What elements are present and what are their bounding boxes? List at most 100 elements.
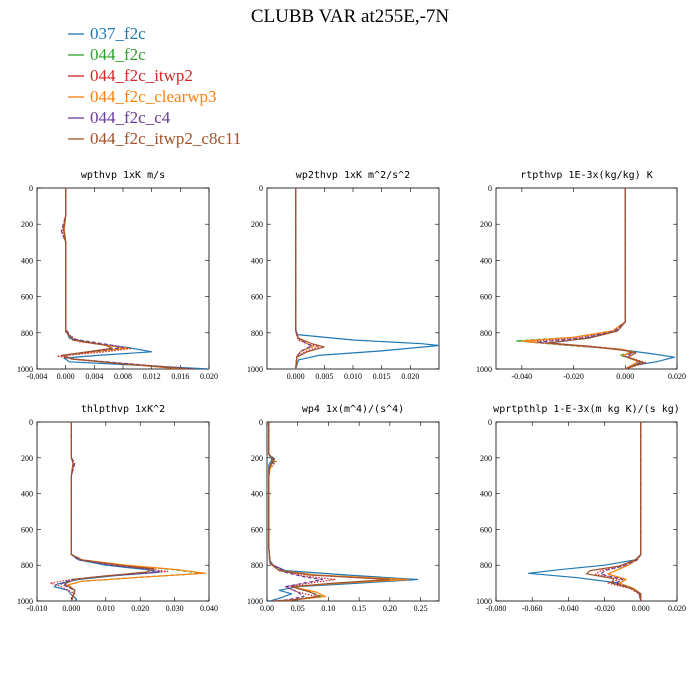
- legend-entry: 044_f2c_c4: [90, 108, 171, 127]
- series-group: [527, 422, 642, 601]
- legend-entry: 044_f2c_itwp2_c8c11: [90, 129, 241, 148]
- series-line: [547, 188, 676, 369]
- y-tick-label: 400: [480, 490, 492, 499]
- panel-title: wp4 1x(m^4)/(s^4): [302, 404, 404, 415]
- y-tick-label: 600: [480, 293, 492, 302]
- x-tick-label: -0.020: [594, 604, 615, 613]
- x-tick-label: 0.000: [57, 372, 75, 381]
- series-line: [63, 422, 155, 601]
- x-tick-label: 0.010: [97, 604, 115, 613]
- series-line: [295, 188, 313, 369]
- y-tick-label: 600: [21, 525, 33, 534]
- y-tick-label: 800: [480, 561, 492, 570]
- series-group: [516, 188, 676, 369]
- series-line: [536, 188, 642, 369]
- series-line: [607, 422, 642, 601]
- x-tick-label: 0.030: [166, 604, 184, 613]
- y-tick-label: 600: [251, 525, 263, 534]
- y-tick-label: 800: [251, 561, 263, 570]
- series-line: [295, 188, 325, 369]
- x-tick-label: 0.020: [668, 372, 686, 381]
- x-tick-label: 0.25: [414, 604, 428, 613]
- x-tick-label: 0.020: [668, 604, 686, 613]
- y-tick-label: 0: [29, 418, 33, 427]
- plot-frame: [495, 421, 678, 602]
- y-tick-label: 800: [21, 329, 33, 338]
- y-tick-label: 1000: [17, 597, 33, 606]
- y-tick-label: 1000: [247, 597, 263, 606]
- y-tick-label: 400: [21, 256, 33, 265]
- legend-entry: 044_f2c: [90, 45, 146, 64]
- series-line: [295, 188, 439, 369]
- series-line: [50, 422, 169, 601]
- x-tick-label: 0.15: [352, 604, 366, 613]
- y-tick-label: 600: [21, 293, 33, 302]
- y-tick-label: 1000: [17, 365, 33, 374]
- x-tick-label: 0.040: [200, 604, 218, 613]
- y-tick-label: 1000: [247, 365, 263, 374]
- y-tick-label: 0: [488, 184, 492, 193]
- y-tick-label: 0: [488, 418, 492, 427]
- legend-entry: 044_f2c_clearwp3: [90, 87, 217, 106]
- x-tick-label: 0.005: [315, 372, 333, 381]
- panels: wpthvp 1xK m/s-0.004 0.000 0.004 0.008 0.012…: [17, 170, 686, 613]
- x-tick-label: -0.004: [27, 372, 48, 381]
- series-line: [547, 188, 645, 369]
- series-line: [527, 422, 642, 601]
- x-tick-label: 0.012: [143, 372, 161, 381]
- x-tick-label: 0.004: [85, 372, 103, 381]
- x-tick-label: 0.020: [401, 372, 419, 381]
- plot-panel: wpthvp 1xK m/s -0.004 0.000 0.004 0.008 0.012…: [17, 170, 218, 381]
- y-tick-label: 200: [480, 220, 492, 229]
- plot-panel: thlpthvp 1xK^2 -0.010 0.000 0.010 0.020 0.030…: [17, 404, 218, 613]
- figure-title: CLUBB VAR at255E,-7N: [251, 6, 450, 27]
- series-group: [56, 188, 209, 369]
- x-tick-label: 0.05: [291, 604, 305, 613]
- y-tick-label: 1000: [476, 597, 492, 606]
- y-tick-label: 400: [251, 490, 263, 499]
- x-tick-label: 0.000: [616, 372, 634, 381]
- y-tick-label: 400: [21, 490, 33, 499]
- plot-panel: wp2thvp 1xK m^2/s^2 0.000 0.005 0.010 0.015 0…: [247, 170, 440, 381]
- panel-title: rtpthvp 1E-3x(kg/kg) K: [520, 170, 652, 181]
- x-tick-label: 0.016: [171, 372, 189, 381]
- x-tick-label: 0.008: [114, 372, 132, 381]
- x-tick-label: -0.040: [512, 372, 533, 381]
- legend: 037_f2c 044_f2c 044_f2c_itwp2 044_f2c_clear…: [68, 24, 241, 148]
- x-tick-label: 0.010: [344, 372, 362, 381]
- panel-title: wpthvp 1xK m/s: [81, 170, 165, 181]
- y-tick-label: 800: [480, 329, 492, 338]
- series-line: [53, 422, 158, 601]
- x-tick-label: 0.000: [287, 372, 305, 381]
- x-tick-label: 0.20: [383, 604, 397, 613]
- series-line: [268, 422, 419, 601]
- series-group: [295, 188, 439, 369]
- x-tick-label: 0.00: [260, 604, 274, 613]
- series-line: [607, 422, 642, 601]
- plot-panel: rtpthvp 1E-3x(kg/kg) K -0.040 -0.020 0.000 0…: [476, 170, 686, 381]
- y-tick-label: 600: [480, 525, 492, 534]
- x-tick-label: 0.015: [373, 372, 391, 381]
- panel-title: wprtpthlp 1-E-3x(m kg K)/(s kg): [493, 404, 680, 415]
- legend-entry: 037_f2c: [90, 24, 146, 43]
- y-tick-label: 400: [251, 256, 263, 265]
- plot-frame: [266, 421, 440, 602]
- plot-frame: [495, 187, 678, 370]
- y-tick-label: 800: [251, 329, 263, 338]
- series-group: [268, 422, 419, 601]
- x-tick-label: -0.010: [27, 604, 48, 613]
- x-tick-label: 0.000: [632, 604, 650, 613]
- plot-panel: wprtpthlp 1-E-3x(m kg K)/(s kg) -0.080 -0.…: [476, 404, 686, 613]
- series-line: [268, 422, 336, 601]
- y-tick-label: 200: [480, 454, 492, 463]
- y-tick-label: 200: [251, 220, 263, 229]
- x-tick-label: 0.020: [131, 604, 149, 613]
- x-tick-label: 0.10: [321, 604, 335, 613]
- legend-entry: 044_f2c_itwp2: [90, 66, 193, 85]
- series-line: [61, 188, 188, 369]
- y-tick-label: 200: [21, 220, 33, 229]
- series-line: [600, 422, 642, 601]
- y-tick-label: 200: [21, 454, 33, 463]
- series-line: [268, 422, 391, 601]
